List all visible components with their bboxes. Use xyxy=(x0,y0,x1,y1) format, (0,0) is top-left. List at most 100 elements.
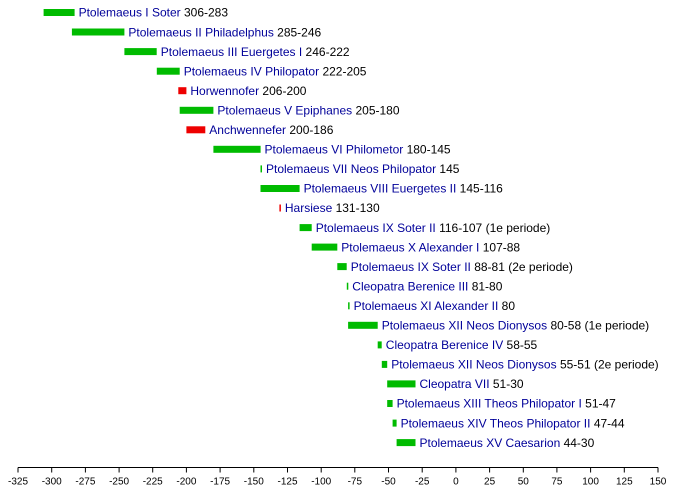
reign-bar xyxy=(179,106,214,114)
reign-label: Ptolemaeus V Epiphanes 205-180 xyxy=(217,104,399,118)
reign-years: 222-205 xyxy=(319,64,367,78)
reign-label: Ptolemaeus XV Caesarion 44-30 xyxy=(420,436,595,450)
reign-bar xyxy=(392,419,397,427)
x-tick-label: 100 xyxy=(582,477,599,488)
reign-years: 131-130 xyxy=(332,201,380,215)
ruler-name: Ptolemaeus VIII Euergetes II xyxy=(304,182,457,196)
reign-years: 285-246 xyxy=(274,25,322,39)
ruler-name: Horwennofer xyxy=(190,84,259,98)
x-tick-label: -175 xyxy=(210,477,230,488)
ruler-name: Ptolemaeus XV Caesarion xyxy=(420,436,561,450)
x-tick-label: -150 xyxy=(244,477,264,488)
x-tick-label: -25 xyxy=(415,477,430,488)
ruler-name: Ptolemaeus IX Soter II xyxy=(351,260,471,274)
reign-years: 306-283 xyxy=(181,6,229,20)
reign-label: Ptolemaeus IV Philopator 222-205 xyxy=(184,64,367,78)
ruler-name: Ptolemaeus IX Soter II xyxy=(316,221,436,235)
reign-bar xyxy=(213,145,261,153)
ruler-name: Ptolemaeus XII Neos Dionysos xyxy=(382,319,547,333)
reign-years: 51-30 xyxy=(490,377,524,391)
ruler-name: Harsiese xyxy=(285,201,333,215)
ruler-name: Cleopatra VII xyxy=(420,377,490,391)
reign-label: Ptolemaeus VIII Euergetes II 145-116 xyxy=(304,182,504,196)
ruler-name: Ptolemaeus IV Philopator xyxy=(184,64,319,78)
reign-bars xyxy=(43,9,416,447)
reign-bar xyxy=(311,243,338,251)
reign-label: Ptolemaeus IX Soter II 116-107 (1e perio… xyxy=(316,221,551,235)
reign-label: Ptolemaeus XII Neos Dionysos 55-51 (2e p… xyxy=(391,358,659,372)
reign-bar xyxy=(387,400,393,407)
x-tick-label: -75 xyxy=(348,477,363,488)
reign-bar xyxy=(348,302,350,310)
reign-label: Harsiese 131-130 xyxy=(285,201,380,215)
x-tick-label: 25 xyxy=(484,477,496,488)
x-tick-label: -275 xyxy=(75,477,95,488)
x-tick-label: -225 xyxy=(143,477,163,488)
reign-label: Cleopatra Berenice IV 58-55 xyxy=(386,338,538,352)
x-tick-label: 50 xyxy=(518,477,530,488)
ruler-name: Cleopatra Berenice III xyxy=(352,279,468,293)
reign-label: Ptolemaeus XIII Theos Philopator I 51-47 xyxy=(397,397,617,411)
reign-bar xyxy=(348,321,378,329)
reign-years: 51-47 xyxy=(582,397,616,411)
ruler-name: Ptolemaeus XI Alexander II xyxy=(354,299,499,313)
x-tick-label: -300 xyxy=(42,477,62,488)
ruler-name: Ptolemaeus V Epiphanes xyxy=(217,104,352,118)
ruler-name: Ptolemaeus II Philadelphus xyxy=(128,25,273,39)
reign-bar xyxy=(156,67,180,75)
reign-bar xyxy=(178,87,187,95)
reign-years: 107-88 xyxy=(479,240,520,254)
reign-bar xyxy=(260,165,262,173)
ruler-name: Ptolemaeus VI Philometor xyxy=(265,143,404,157)
ruler-name: Ptolemaeus XIV Theos Philopator II xyxy=(401,416,591,430)
reign-years: 47-44 xyxy=(590,416,624,430)
reign-bar xyxy=(43,9,75,16)
reign-label: Ptolemaeus XIV Theos Philopator II 47-44 xyxy=(401,416,625,430)
ruler-name: Ptolemaeus VII Neos Philopator xyxy=(266,162,436,176)
ruler-name: Ptolemaeus XIII Theos Philopator I xyxy=(397,397,582,411)
reign-years: 145 xyxy=(436,162,460,176)
ruler-name: Ptolemaeus III Euergetes I xyxy=(161,45,302,59)
reign-years: 200-186 xyxy=(286,123,334,137)
ruler-name: Ptolemaeus X Alexander I xyxy=(341,240,479,254)
reign-bar xyxy=(71,28,125,36)
reign-label: Ptolemaeus II Philadelphus 285-246 xyxy=(128,25,321,39)
ruler-name: Ptolemaeus XII Neos Dionysos xyxy=(391,358,556,372)
reign-bar xyxy=(186,126,206,134)
ruler-name: Ptolemaeus I Soter xyxy=(79,6,181,20)
reign-label: Ptolemaeus XII Neos Dionysos 80-58 (1e p… xyxy=(382,319,650,333)
reign-years: 58-55 xyxy=(503,338,537,352)
reign-label: Ptolemaeus III Euergetes I 246-222 xyxy=(161,45,350,59)
reign-bar xyxy=(260,185,300,192)
x-axis: -325 -300 -275 -250 -225 -200 -175 -150 -125 -100… xyxy=(8,467,667,488)
reign-years: 116-107 (1e periode) xyxy=(436,221,551,235)
reign-years: 180-145 xyxy=(403,143,451,157)
x-tick-label: -100 xyxy=(311,477,331,488)
reign-bar xyxy=(387,380,416,388)
reign-label: Ptolemaeus IX Soter II 88-81 (2e periode… xyxy=(351,260,573,274)
reign-years: 88-81 (2e periode) xyxy=(471,260,573,274)
reign-label: Ptolemaeus I Soter 306-283 xyxy=(79,6,229,20)
x-tick-label: 150 xyxy=(650,477,667,488)
reign-label: Ptolemaeus X Alexander I 107-88 xyxy=(341,240,520,254)
reign-label: Ptolemaeus VI Philometor 180-145 xyxy=(265,143,451,157)
reign-bar xyxy=(299,224,312,232)
x-tick-label: 125 xyxy=(616,477,633,488)
reign-years: 81-80 xyxy=(468,279,502,293)
reign-bar xyxy=(346,282,349,290)
reign-bar xyxy=(279,204,281,212)
x-tick-label: -125 xyxy=(277,477,297,488)
reign-labels: Ptolemaeus I Soter 306-283 Ptolemaeus II … xyxy=(79,6,659,450)
reign-years: 44-30 xyxy=(560,436,594,450)
reign-bar xyxy=(381,360,388,368)
reign-years: 205-180 xyxy=(352,104,400,118)
reign-years: 206-200 xyxy=(259,84,307,98)
reign-bar xyxy=(396,439,416,447)
reign-bar xyxy=(377,341,382,349)
reign-label: Cleopatra Berenice III 81-80 xyxy=(352,279,502,293)
x-tick-label: -325 xyxy=(8,477,28,488)
reign-bar xyxy=(124,48,157,56)
x-tick-label: -250 xyxy=(109,477,129,488)
x-tick-label: 0 xyxy=(453,477,459,488)
